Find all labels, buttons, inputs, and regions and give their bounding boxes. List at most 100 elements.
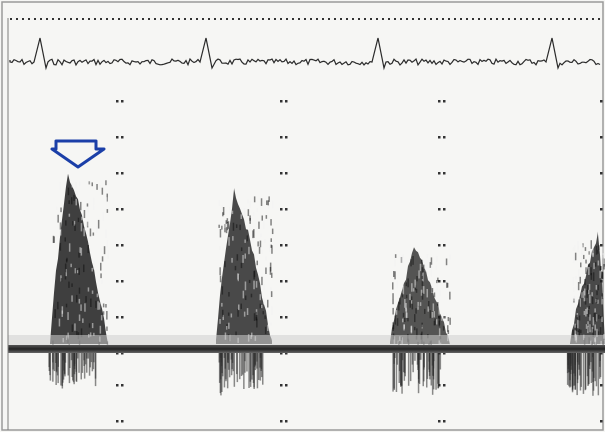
speckle-mark — [78, 267, 80, 275]
speckle-mark — [597, 331, 600, 335]
speckle-mark — [93, 206, 95, 211]
ecg-trace — [9, 37, 601, 71]
speckle-mark — [398, 301, 400, 311]
speckle-mark — [261, 304, 263, 309]
speckle-mark — [85, 296, 87, 303]
reverse-flow-mark — [86, 353, 88, 359]
speckle-mark — [402, 254, 404, 258]
reverse-flow-mark — [93, 353, 95, 363]
speckle-mark — [59, 222, 62, 230]
speckle-mark — [430, 268, 433, 277]
speckle-mark — [267, 200, 269, 206]
reverse-flow-mark — [576, 353, 579, 380]
reverse-flow-mark — [252, 353, 255, 383]
reverse-flow-mark — [83, 353, 86, 379]
speckle-mark — [578, 269, 580, 277]
speckle-mark — [407, 278, 409, 288]
reverse-flow-mark — [231, 353, 233, 370]
speckle-mark — [64, 272, 67, 280]
speckle-mark — [76, 294, 78, 303]
speckle-mark — [101, 187, 104, 195]
reverse-flow-mark — [568, 353, 570, 373]
speckle-mark — [59, 228, 62, 236]
scale-dot — [443, 208, 446, 211]
speckle-mark — [107, 250, 109, 259]
speckle-mark — [574, 252, 577, 261]
speckle-mark — [235, 331, 237, 336]
ruler-dot — [424, 18, 426, 20]
speckle-mark — [431, 288, 434, 292]
speckle-mark — [410, 300, 413, 304]
scale-dot — [443, 280, 446, 283]
speckle-mark — [593, 313, 596, 321]
speckle-mark — [96, 225, 98, 233]
ruler-dot — [226, 18, 228, 20]
speckle-mark — [227, 312, 230, 316]
scale-dot — [285, 100, 288, 103]
speckle-mark — [596, 328, 598, 337]
speckle-mark — [402, 285, 405, 295]
reverse-flow-mark — [418, 353, 421, 384]
speckle-mark — [436, 256, 438, 262]
speckle-mark — [402, 318, 404, 323]
speckle-mark — [78, 287, 81, 294]
speckle-mark — [64, 237, 66, 242]
speckle-mark — [399, 297, 401, 305]
speckle-mark — [587, 310, 590, 317]
reverse-flow-mark — [78, 353, 80, 373]
reverse-flow-mark — [394, 353, 396, 358]
reverse-flow-mark — [403, 353, 406, 381]
speckle-mark — [405, 308, 408, 318]
speckle-mark — [412, 256, 414, 265]
scale-dot — [121, 136, 124, 139]
spectral-waveform-2 — [216, 188, 272, 344]
speckle-mark — [426, 254, 429, 259]
speckle-mark — [80, 223, 83, 232]
ruler-dot — [550, 18, 552, 20]
scale-dot — [116, 280, 119, 283]
reverse-flow-mark — [426, 353, 429, 379]
reverse-flow-mark — [220, 353, 222, 396]
ruler-dot — [196, 18, 198, 20]
speckle-mark — [222, 207, 225, 216]
speckle-mark — [584, 300, 587, 305]
speckle-mark — [243, 311, 246, 317]
speckle-mark — [416, 328, 418, 336]
speckle-mark — [449, 291, 451, 300]
speckle-mark — [228, 292, 230, 297]
speckle-mark — [259, 294, 261, 301]
speckle-mark — [266, 200, 268, 206]
scale-dot — [600, 384, 603, 387]
speckle-mark — [91, 290, 94, 294]
speckle-mark — [259, 303, 262, 309]
speckle-mark — [579, 298, 581, 307]
ruler-dot — [214, 18, 216, 20]
speckle-mark — [446, 282, 448, 288]
speckle-mark — [87, 204, 89, 213]
speckle-mark — [244, 239, 246, 243]
scale-dot — [121, 280, 124, 283]
speckle-mark — [600, 266, 602, 271]
ruler-dot — [454, 18, 456, 20]
reverse-flow-mark — [582, 353, 585, 394]
reverse-flow-mark — [580, 353, 582, 387]
speckle-mark — [230, 313, 233, 318]
speckle-mark — [53, 272, 56, 280]
speckle-mark — [434, 318, 436, 326]
ruler-dot — [286, 18, 288, 20]
speckle-mark — [74, 268, 77, 274]
speckle-mark — [246, 308, 249, 316]
ruler-dot — [208, 18, 210, 20]
speckle-mark — [219, 319, 221, 324]
speckle-mark — [95, 300, 97, 308]
reverse-flow-mark — [84, 353, 87, 365]
speckle-mark — [419, 263, 422, 272]
ruler-dot — [184, 18, 186, 20]
speckle-mark — [65, 259, 68, 263]
ruler-dot — [220, 18, 222, 20]
reverse-flow-mark — [240, 353, 243, 376]
reverse-flow-mark — [236, 353, 239, 383]
speckle-mark — [221, 225, 223, 230]
reverse-flow-mark — [594, 353, 596, 382]
speckle-mark — [603, 292, 605, 299]
